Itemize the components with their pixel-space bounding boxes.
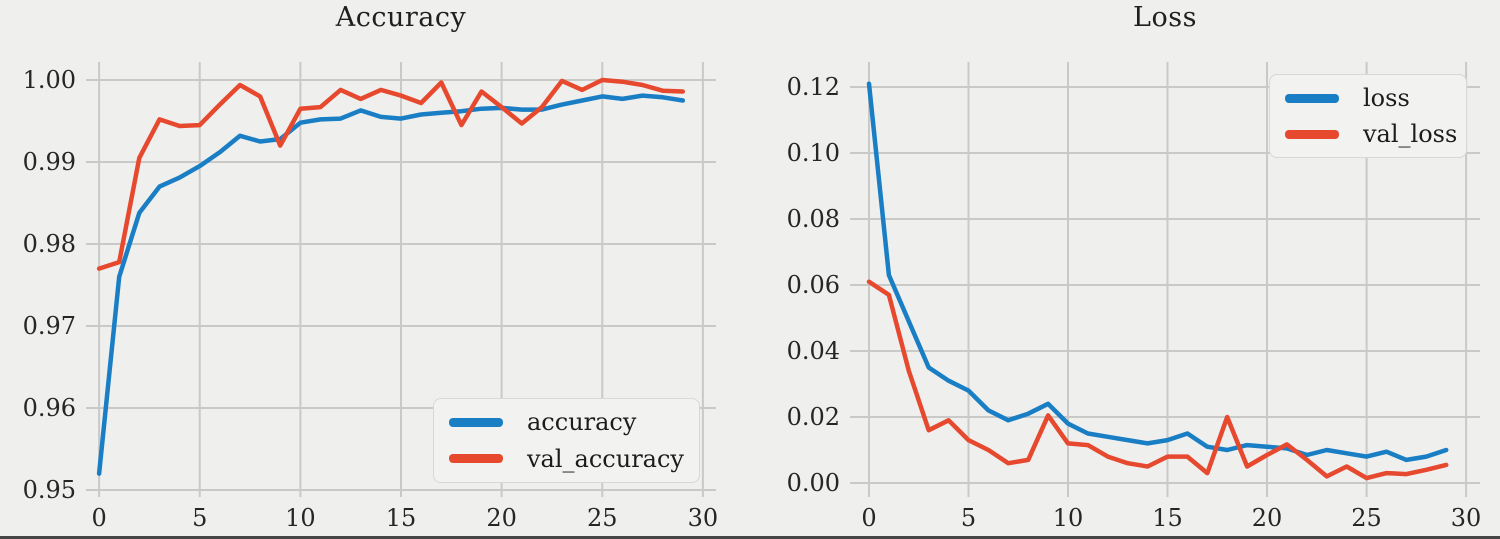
x-tick-label: 20 (1251, 504, 1283, 532)
loss-line (866, 81, 1449, 463)
x-tick-label: 10 (1052, 504, 1084, 532)
y-tick-label: 0.06 (786, 271, 840, 299)
accuracy-legend-label: accuracy (527, 408, 637, 437)
loss-line-swatch (1285, 93, 1339, 103)
screenshot-bottom-edge (0, 536, 1500, 539)
loss-legend-label: loss (1363, 84, 1410, 112)
loss-chart-title: Loss (1133, 2, 1197, 33)
legend-entry-loss: loss (1285, 85, 1466, 111)
y-tick-label: 0.00 (786, 469, 840, 497)
y-tick-label: 0.96 (22, 394, 76, 423)
x-tick-label: 30 (1450, 504, 1482, 532)
val_accuracy-line (96, 77, 686, 271)
val-loss-line-swatch (1285, 129, 1339, 139)
y-tick-label: 0.99 (22, 148, 76, 177)
val-loss-legend-label: val_loss (1363, 120, 1458, 148)
y-tick-label: 0.12 (786, 73, 840, 101)
loss-legend: loss val_loss (1269, 74, 1467, 158)
x-tick-label: 20 (486, 504, 517, 532)
y-tick-label: 0.04 (786, 337, 840, 365)
y-tick-label: 0.08 (786, 205, 840, 233)
val-accuracy-legend-label: val_accuracy (527, 444, 684, 473)
x-tick-label: 25 (586, 504, 618, 532)
y-tick-label: 0.02 (786, 403, 840, 431)
x-tick-label: 0 (861, 504, 877, 532)
x-tick-label: 5 (960, 504, 977, 532)
y-tick-label: 0.95 (22, 476, 76, 505)
val-accuracy-line-swatch (449, 454, 503, 464)
y-tick-label: 0.97 (22, 312, 76, 341)
accuracy-line-swatch (449, 417, 503, 427)
y-tick-label: 0.98 (22, 230, 76, 259)
x-tick-label: 10 (285, 504, 316, 532)
accuracy-legend: accuracy val_accuracy (433, 398, 700, 483)
x-tick-label: 0 (91, 504, 107, 532)
x-tick-label: 15 (385, 504, 417, 532)
legend-entry-accuracy: accuracy (449, 409, 699, 435)
val_loss-line (866, 279, 1449, 481)
y-tick-label: 0.10 (786, 139, 840, 167)
y-tick-label: 1.00 (22, 66, 76, 95)
accuracy-line (96, 93, 686, 476)
x-tick-label: 5 (192, 504, 208, 532)
x-tick-label: 30 (687, 504, 719, 532)
accuracy-chart-title: Accuracy (335, 2, 467, 33)
x-tick-label: 25 (1351, 504, 1382, 532)
legend-entry-val-loss: val_loss (1285, 121, 1466, 147)
legend-entry-val-accuracy: val_accuracy (449, 446, 699, 472)
x-tick-label: 15 (1152, 504, 1183, 532)
